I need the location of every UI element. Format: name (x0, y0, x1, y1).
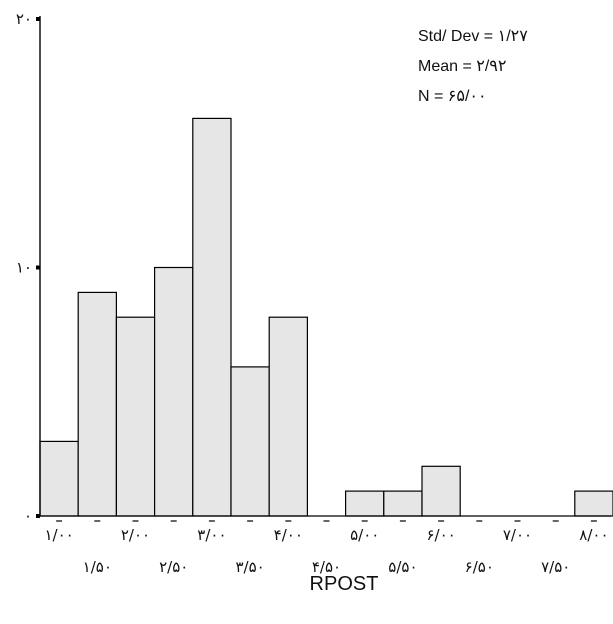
y-axis-ticks: ۰ ۱۰ ۲۰ (16, 10, 40, 525)
y-tick-mark-0 (36, 514, 40, 518)
x-tick-label-6: ۴/۰۰ (274, 526, 303, 544)
x-tick-label-4: ۳/۰۰ (197, 526, 226, 544)
x-axis-ticks: ۱/۰۰ ۱/۵۰ ۲/۰۰ ۲/۵۰ ۳/۰۰ ۳/۵۰ ۴/۰۰ ۴/۵۰ ۵/۰۰ ۵/۵۰… (44, 520, 609, 576)
histogram-bar-5 (230, 366, 270, 517)
x-tick-label-9: ۵/۵۰ (388, 558, 417, 576)
histogram-bar-8 (345, 490, 385, 517)
y-tick-label-2: ۲۰ (16, 10, 32, 28)
x-tick-label-2: ۲/۰۰ (121, 526, 150, 544)
histogram-bars (39, 117, 613, 517)
x-tick-label-8: ۵/۰۰ (350, 526, 379, 544)
histogram-bar-1 (77, 291, 117, 517)
stat-line-2: N = ۶۵/۰۰ (418, 88, 487, 105)
x-tick-label-0: ۱/۰۰ (44, 526, 73, 544)
x-tick-label-14: ۸/۰۰ (579, 526, 608, 544)
x-tick-label-7: ۴/۵۰ (312, 558, 341, 576)
histogram-bar-6 (268, 316, 309, 517)
stat-line-1: Mean = ۲/۹۲ (418, 58, 506, 75)
histogram-bar-2 (115, 316, 156, 517)
y-tick-label-0: ۰ (24, 507, 32, 525)
stat-line-0: Std/ Dev = ۱/۲۷ (418, 28, 528, 45)
x-tick-label-12: ۷/۰۰ (503, 526, 532, 544)
histogram-bar-3 (154, 266, 194, 517)
histogram-bar-10 (421, 465, 461, 517)
x-tick-label-13: ۷/۵۰ (541, 558, 570, 576)
y-tick-mark-1 (36, 265, 40, 270)
y-tick-mark-2 (36, 17, 40, 21)
histogram-bar-0 (39, 440, 79, 517)
x-tick-label-5: ۳/۵۰ (235, 558, 264, 576)
x-axis-label: RPOST (310, 573, 379, 595)
histogram-bar-14 (574, 490, 613, 517)
y-tick-label-1: ۱۰ (16, 259, 32, 277)
x-tick-label-3: ۲/۵۰ (159, 558, 188, 576)
x-tick-label-10: ۶/۰۰ (426, 526, 455, 544)
histogram-bar-9 (383, 490, 423, 517)
statistics-box: Std/ Dev = ۱/۲۷ Mean = ۲/۹۲ N = ۶۵/۰۰ (418, 28, 528, 105)
histogram-bar-4 (192, 117, 232, 517)
x-tick-label-11: ۶/۵۰ (465, 558, 494, 576)
x-tick-label-1: ۱/۵۰ (83, 558, 112, 576)
